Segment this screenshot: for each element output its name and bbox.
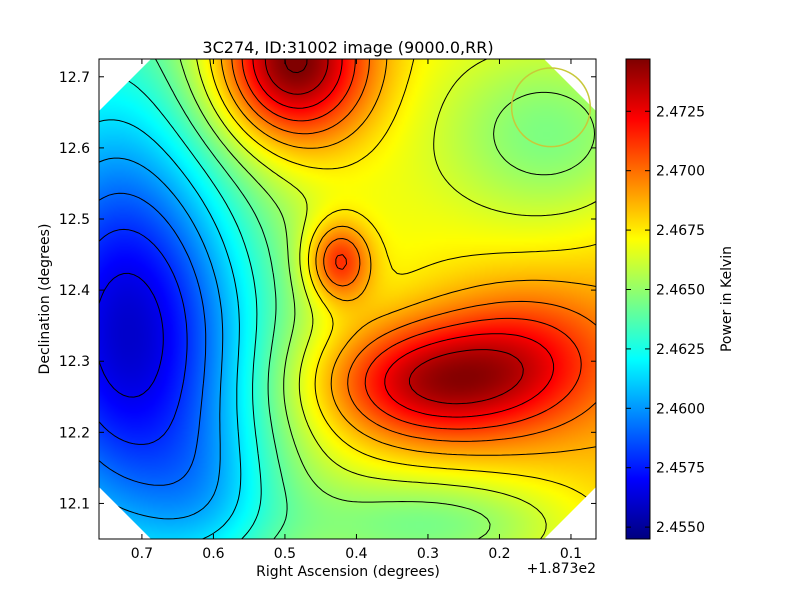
y-tick-label: 12.2 [59, 425, 90, 441]
contour-line [209, 59, 596, 507]
y-tick-label: 12.5 [59, 212, 90, 228]
colorbar-ticks: 2.4550 2.4575 2.4600 2.4625 2.4650 2.4675 2.47… [626, 104, 705, 536]
colorbar-tick-label: 2.4675 [656, 223, 705, 239]
contour-line [99, 272, 164, 398]
x-axis-offset: +1.873e2 [527, 561, 596, 577]
colorbar-tick-label: 2.4550 [656, 520, 705, 536]
colorbar-tick-label: 2.4650 [656, 282, 705, 298]
colorbar-gradient [625, 58, 651, 540]
x-tick-label: 0.2 [488, 546, 510, 562]
contour-lines [99, 59, 596, 539]
colorbar-label: Power in Kelvin [719, 246, 735, 352]
y-tick-label: 12.4 [59, 283, 90, 299]
plot-frame [98, 58, 597, 540]
colorbar-tick-label: 2.4700 [656, 164, 705, 180]
contour-line [99, 228, 188, 445]
y-tick-label: 12.3 [59, 354, 90, 370]
x-tick-label: 0.3 [417, 546, 439, 562]
contour-line [220, 59, 596, 456]
contour-line [231, 59, 596, 442]
contour-line [196, 59, 596, 539]
plot-area: 0.7 0.6 0.5 0.4 0.3 0.2 0.1 12.112.212.312.412… [59, 58, 597, 562]
y-axis-ticks: 12.1 12.2 12.3 12.4 12.5 12.6 12.7 [59, 70, 596, 512]
x-tick-label: 0.6 [202, 546, 224, 562]
y-tick-label: 12.1 [59, 496, 90, 512]
colorbar: 2.4550 2.4575 2.4600 2.4625 2.4650 2.4675 2.47… [625, 58, 735, 540]
contour-line [264, 59, 524, 405]
y-tick-label: 12.7 [59, 70, 90, 86]
heatmap-image [99, 59, 596, 539]
x-tick-label: 0.4 [345, 546, 367, 562]
contour-line [99, 192, 207, 486]
colorbar-tick-label: 2.4575 [656, 461, 705, 477]
colorbar-tick-label: 2.4600 [656, 401, 705, 417]
x-tick-label: 0.1 [560, 546, 582, 562]
x-tick-label: 0.5 [274, 546, 296, 562]
x-tick-label: 0.7 [131, 546, 153, 562]
x-axis-ticks: 0.7 0.6 0.5 0.4 0.3 0.2 0.1 [131, 59, 582, 562]
contour-line [241, 59, 582, 430]
contour-line [179, 59, 595, 539]
contour-line [252, 59, 555, 418]
y-axis-label: Declination (degrees) [37, 224, 53, 375]
chart-title: 3C274, ID:31002 image (9000.0,RR) [202, 38, 493, 57]
x-axis-label: Right Ascension (degrees) [256, 564, 440, 580]
colorbar-tick-label: 2.4625 [656, 342, 705, 358]
contour-line [155, 59, 288, 539]
beam-marker [510, 67, 592, 148]
colorbar-tick-label: 2.4725 [656, 104, 705, 120]
contour-line [99, 119, 242, 539]
y-tick-label: 12.6 [59, 141, 90, 157]
